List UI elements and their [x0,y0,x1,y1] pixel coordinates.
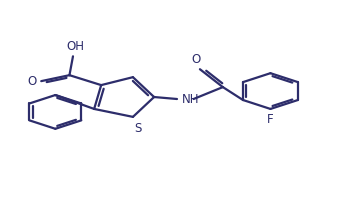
Text: NH: NH [182,93,200,106]
Text: F: F [267,113,274,126]
Text: OH: OH [67,40,85,53]
Text: S: S [135,122,142,135]
Text: O: O [28,75,37,88]
Text: O: O [191,53,200,66]
